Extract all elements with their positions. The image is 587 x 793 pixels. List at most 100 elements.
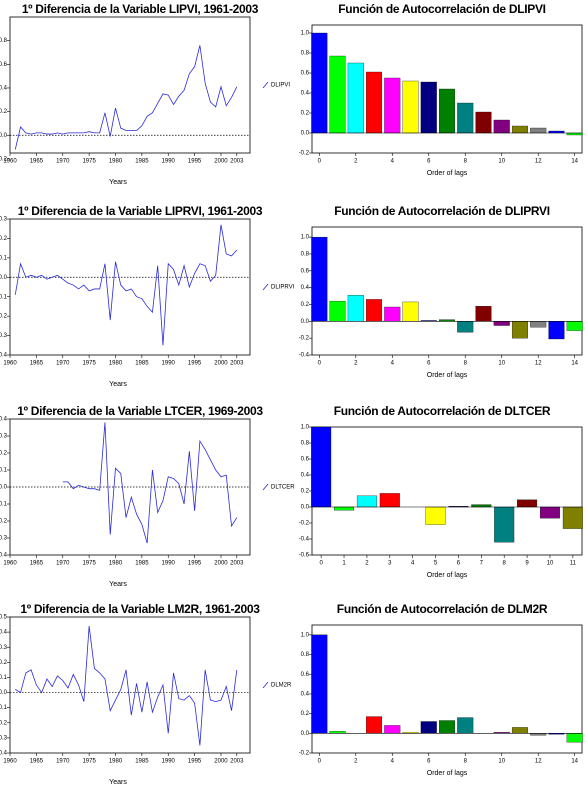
x-tick-label: 6 (427, 159, 431, 165)
y-tick-label: 0.0 (0, 133, 8, 139)
y-tick-label: 0.2 (0, 660, 8, 666)
y-tick-label: 0.5 (0, 615, 8, 621)
chart: 1º Diferencia de la Variable LIPVI, 1961… (0, 2, 290, 186)
x-tick-label: 1990 (162, 159, 176, 165)
plot-frame (9, 616, 251, 754)
y-tick-label: -0.4 (0, 751, 8, 757)
bar (311, 634, 328, 734)
bar (425, 506, 446, 525)
x-tick-label: 1995 (188, 561, 202, 567)
chart: Función de Autocorrelación de DLTCER -0.6… (299, 404, 583, 579)
x-tick-label: 1980 (109, 159, 123, 165)
x-tick-label: 1990 (162, 561, 176, 567)
x-tick-label: 2003 (230, 159, 244, 165)
y-tick-label: -0.1 (0, 294, 8, 300)
y-tick-label: 0.2 (0, 109, 8, 115)
y-tick-label: 0.0 (0, 275, 8, 281)
y-tick-label: 0.3 (0, 645, 8, 651)
y-tick-label: 0.3 (0, 217, 8, 223)
bar (457, 321, 474, 333)
y-tick-label: 0.2 (301, 489, 310, 495)
bar (384, 77, 401, 134)
x-tick-label: 2 (354, 759, 358, 765)
x-tick-label: 4 (391, 159, 395, 165)
y-tick-label: 0.8 (301, 252, 310, 258)
bar (366, 716, 383, 734)
bar (402, 80, 419, 134)
x-tick-label: 9 (525, 561, 529, 567)
x-axis-label: Order of lags (427, 170, 468, 177)
bar (347, 295, 364, 322)
y-tick-label: 0.1 (0, 255, 8, 261)
legend-label: DLIPRVI (271, 285, 295, 291)
y-tick-label: -0.4 (299, 537, 310, 543)
x-tick-label: 1990 (162, 361, 176, 367)
bar (511, 727, 528, 734)
x-tick-label: 1965 (30, 361, 44, 367)
y-tick-label: -0.6 (299, 553, 310, 559)
x-tick-label: 2000 (214, 561, 228, 567)
x-tick-label: 1980 (109, 759, 123, 765)
legend-swatch (262, 681, 269, 689)
x-tick-label: 1975 (82, 159, 96, 165)
bar (366, 299, 383, 322)
bar (439, 720, 455, 734)
x-tick-label: 2000 (214, 361, 228, 367)
y-tick-label: 0.2 (301, 711, 310, 717)
chart-title: Función de Autocorrelación de DLTCER (334, 404, 551, 418)
bar (329, 55, 346, 134)
x-tick-label: 1965 (30, 159, 44, 165)
x-tick-label: 1960 (3, 759, 17, 765)
x-tick-label: 1960 (3, 561, 17, 567)
plot-frame (311, 426, 583, 556)
x-axis-label: Years (109, 381, 127, 388)
series-line (14, 224, 238, 346)
bar (494, 506, 515, 543)
chart: 1º Diferencia de la Variable LTCER, 1969… (0, 404, 295, 588)
bar (475, 306, 492, 322)
bar (562, 506, 583, 529)
bar (347, 62, 364, 134)
bar (493, 119, 510, 134)
x-tick-label: 2000 (214, 159, 228, 165)
series-line (14, 45, 238, 150)
y-tick-label: 0.4 (0, 417, 8, 423)
chart-panel: Función de Autocorrelación de DLIPRVI -0.… (295, 202, 587, 395)
x-tick-label: 1985 (135, 159, 149, 165)
x-tick-label: 5 (434, 561, 438, 567)
legend-swatch (262, 81, 269, 89)
plot-frame (9, 218, 251, 356)
chart: Función de Autocorrelación de DLIPRVI -0.… (299, 204, 583, 379)
x-tick-label: 3 (388, 561, 392, 567)
y-tick-label: 0.4 (301, 285, 310, 291)
bar (356, 495, 377, 508)
x-tick-label: 8 (464, 759, 468, 765)
x-axis-label: Years (109, 779, 127, 786)
bar (539, 506, 560, 519)
y-tick-label: 0.8 (0, 38, 8, 44)
x-tick-label: 1960 (3, 159, 17, 165)
x-tick-label: 1965 (30, 561, 44, 567)
legend-swatch (262, 283, 269, 291)
bar (511, 125, 528, 134)
y-tick-label: 1.0 (301, 632, 310, 638)
y-tick-label: 0.4 (0, 630, 8, 636)
legend-label: DLTCER (271, 485, 295, 491)
y-tick-label: 0.4 (301, 473, 310, 479)
y-tick-label: 0.3 (0, 434, 8, 440)
bar (334, 506, 355, 511)
y-tick-label: 0.2 (0, 236, 8, 242)
chart-panel: 1º Diferencia de la Variable LM2R, 1961-… (0, 600, 295, 793)
y-tick-label: -0.4 (0, 353, 8, 359)
bar (420, 721, 437, 734)
series-line (62, 422, 238, 544)
bar (457, 102, 474, 134)
x-tick-label: 1985 (135, 361, 149, 367)
x-tick-label: 0 (319, 561, 323, 567)
y-tick-label: -0.1 (0, 705, 8, 711)
x-tick-label: 0 (318, 759, 322, 765)
x-tick-label: 1995 (188, 159, 202, 165)
chart-title: 1º Diferencia de la Variable LIPRVI, 196… (18, 204, 263, 218)
y-tick-label: -0.4 (0, 553, 8, 559)
x-tick-label: 6 (427, 361, 431, 367)
